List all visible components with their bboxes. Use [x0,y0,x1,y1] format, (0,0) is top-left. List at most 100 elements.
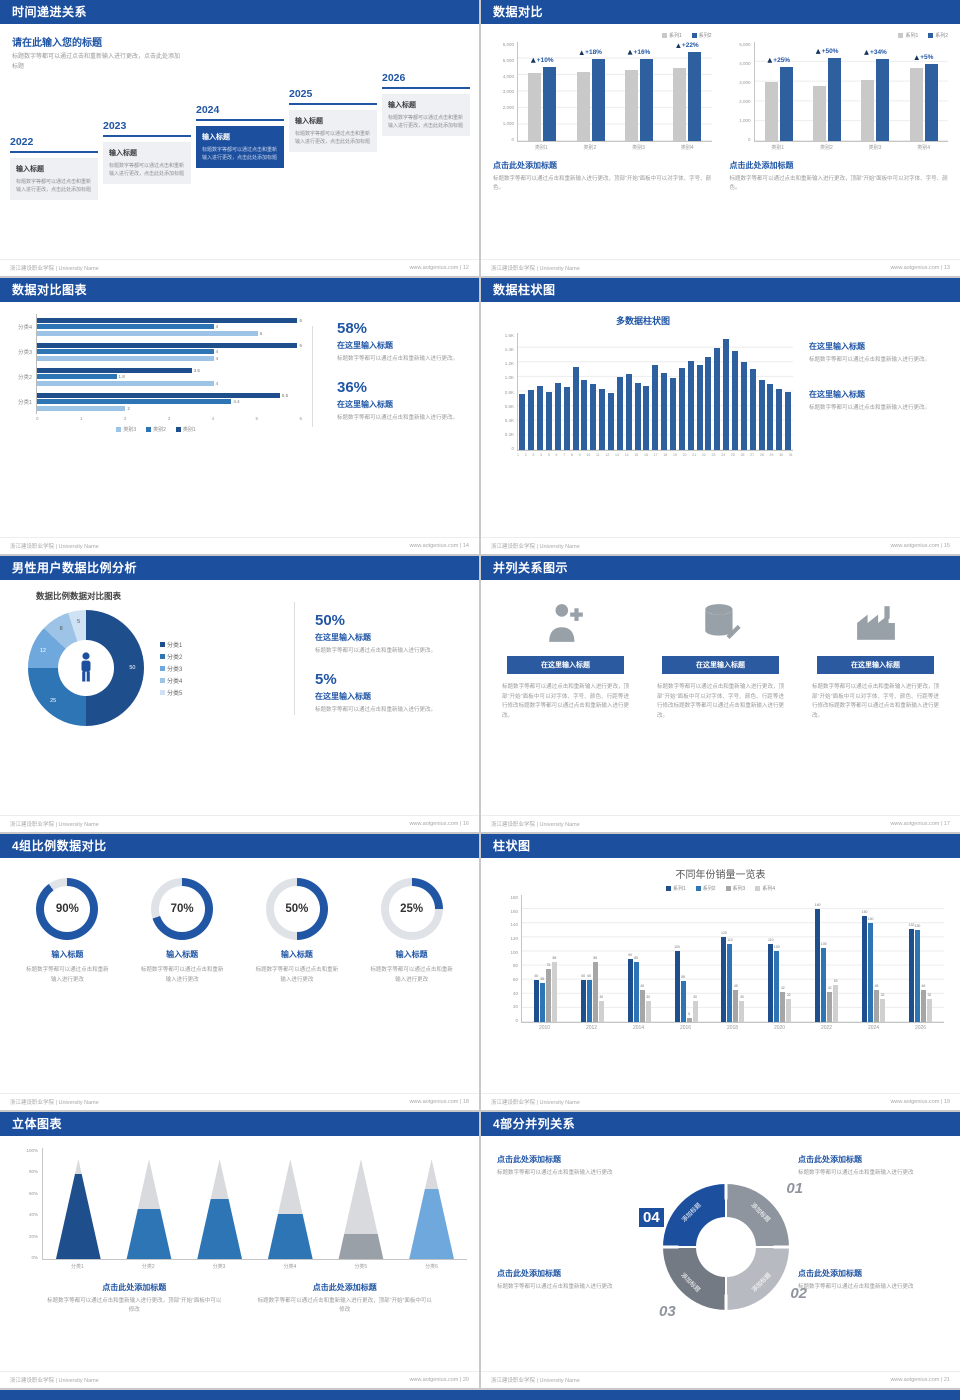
slide-title: 4部分并列关系 [493,1117,576,1131]
page-number: 20 [462,1377,469,1383]
slide-17-parallel-relationship[interactable]: 并列关系图示 在这里输入标题 标题数字等都可以通过点击和重新输入进行更改，顶部“… [481,556,960,832]
slide-18-four-ratio-comparison[interactable]: 4组比例数据对比 90% 输入标题 标题数字等都可以通过点击和重新输入进行更改 … [0,834,479,1110]
value-label: 85 [634,956,639,961]
bar [37,317,298,323]
bar-group: +5% [909,42,938,141]
slide-12-time-progression[interactable]: 时间递进关系 请在此输入您的标题 标题数字等都可以通过点击和重新输入进行更改，点… [0,0,479,276]
item-column: 在这里输入标题 标题数字等都可以通过点击和重新输入进行更改，顶部“开始”面板中可… [805,596,946,722]
footer-url: www.aotgenius.com [890,543,940,549]
slide-title-bar: 并列关系图示 [481,556,960,580]
bar-group: +50% [813,42,842,141]
segment-number: 01 [786,1180,803,1197]
value-label: 30 [646,994,651,999]
legend-item: 系列2 [928,32,948,39]
bar [714,347,721,450]
bar-line: 4 [37,380,302,386]
slide-body: 系列1 系列2 6,000 5,000 4,000 3,000 2,000 1,000 0 +10… [481,24,960,259]
cone-chart-area: 100% 80% 60% 40% 20% 0% [18,1148,467,1260]
bar: 5 [686,1012,692,1022]
x-tick-label: 类别2 [583,145,597,151]
x-tick-label: 2012 [585,1025,598,1031]
timeline-box-text: 标题数字等都可以通过点击和重新输入进行更改，点击此处添加标题 [109,163,185,178]
slide-body: 请在此输入您的标题 标题数字等都可以通过点击和重新输入进行更改，点击此处添加标题… [0,24,479,259]
text-block-top-left: 点击此处添加标题 标题数字等都可以通过点击和重新输入进行更改 [497,1154,649,1178]
slide-16-male-user-ratio[interactable]: 男性用户数据比例分析 数据比例数据对比图表 50 25 12 8 5 分类1 分类2 分类3… [0,556,479,832]
x-tick-label: 19 [672,453,677,457]
slide-body: 点击此处添加标题 标题数字等都可以通过点击和重新输入进行更改 点击此处添加标题 … [481,1136,960,1371]
legend-swatch [928,33,934,38]
footer-right: www.aotgenius.com | 17 [890,821,950,827]
x-tick-label: 分类3 [212,1264,226,1270]
bar: 150 [862,910,867,1022]
footer-school: 浙江建设职业学院 | University Name [10,544,99,550]
x-tick-label: 6 [299,416,302,421]
y-tick-label: 100 [510,949,518,955]
legend-item: 系列3 [725,885,745,892]
slide-19-bar-chart[interactable]: 柱状图 不同年份销量一览表 系列1 系列2 系列3 系列4 180 160 140 120 10… [481,834,960,1110]
x-tick-label: 2024 [867,1025,880,1031]
slide-title: 并列关系图示 [493,561,569,575]
x-tick-label: 0 [36,416,39,421]
stat-text: 标题数字等都可以通过点击和重新输入进行更改。 [315,648,437,654]
item-text: 标题数字等都可以通过点击和重新输入进行更改，顶部“开始”面板中可以对字体、字号、… [657,684,784,719]
slide-title-bar: 柱状图 [481,834,960,858]
chart-legend: 系列1 系列2 系列3 系列4 [497,885,944,892]
x-tick-label: 类别4 [680,145,694,151]
block-text: 标题数字等都可以通过点击和重新输入进行更改 [497,1284,613,1290]
slice-value-label: 8 [59,625,63,632]
footer-separator: | [939,1099,944,1105]
slide-14-comparison-chart[interactable]: 数据对比图表 分类4 6 4 5 分类3 6 4 4 分类2 3.5 1.8 4 分类1 5.5 4.4 2 0… [0,278,479,554]
slide-13-data-comparison[interactable]: 数据对比 系列1 系列2 6,000 5,000 4,000 3,000 2,000 1,00… [481,0,960,276]
footer-separator: | [458,265,463,271]
value-label: 4.4 [233,399,240,404]
legend-label: 系列4 [762,886,776,892]
ring-title: 输入标题 [395,950,428,959]
slice-value-label: 12 [39,647,46,654]
slide-body: 多数据柱状图 1.6K 1.4K 1.2K 1.0K 0.8K 0.6K 0.4K 0.2K 0… [481,302,960,537]
bar [740,361,747,450]
y-tick-label: 2,000 [739,99,751,104]
slide-title-bar: 立体图表 [0,1112,479,1136]
bar-group [528,333,535,450]
stat-percent: 36% [337,379,368,397]
chart-title: 数据比例数据对比图表 [36,591,122,601]
block-title: 点击此处添加标题 [102,1283,167,1292]
chart-caption: 点击此处添加标题 [729,161,794,170]
timeline-year: 2026 [382,72,470,89]
bar [705,357,712,450]
increase-arrow-icon [675,43,681,49]
chart-block-left: 系列1 系列2 6,000 5,000 4,000 3,000 2,000 1,000 0 +10… [493,32,712,194]
slide-21-four-part-relationship[interactable]: 4部分并列关系 点击此处添加标题 标题数字等都可以通过点击和重新输入进行更改 点… [481,1112,960,1388]
slide-20-3d-chart[interactable]: 立体图表 100% 80% 60% 40% 20% 0% 分类1 分类2 分类3 分类4 分类5 分类… [0,1112,479,1388]
bar [678,368,685,450]
bar-group [723,333,730,450]
y-tick-label: 3,000 [502,89,514,95]
y-tick-label: 0.2K [504,431,514,437]
x-tick-label: 类别4 [917,145,931,151]
bar-line: 3.5 [37,367,302,373]
y-tick-label: 0.6K [504,403,514,409]
bar [861,79,875,141]
bar [639,58,653,141]
bar-group [687,333,694,450]
slide-15-data-bar-chart[interactable]: 数据柱状图 多数据柱状图 1.6K 1.4K 1.2K 1.0K 0.8K 0.6K 0.4… [481,278,960,554]
x-tick-label: 2020 [773,1025,786,1031]
hbar-chart: 分类4 6 4 5 分类3 6 4 4 分类2 3.5 1.8 4 分类1 5.5 4.4 2 0 1 2 3 4 5 6 类… [10,314,302,439]
ring-percent: 90% [44,886,91,932]
bar: 75 [545,963,551,1022]
x-tick-label: 4 [540,453,543,457]
page-number: 18 [462,1099,469,1105]
value-label: 30 [599,994,604,999]
stat-text: 标题数字等都可以通过点击和重新输入进行更改。 [337,356,459,362]
value-label: 5 [259,330,263,336]
increase-arrow-icon [767,57,773,63]
value-label: 53 [833,978,838,983]
y-tick-label: 140 [510,922,518,928]
category-label: 分类1 [17,399,32,406]
slide-footer: 浙江建设职业学院 | University Name www.aotgenius… [0,537,479,554]
bar: 100 [674,945,680,1022]
male-person-icon [81,652,91,682]
bar [732,350,739,450]
bar [37,355,214,361]
